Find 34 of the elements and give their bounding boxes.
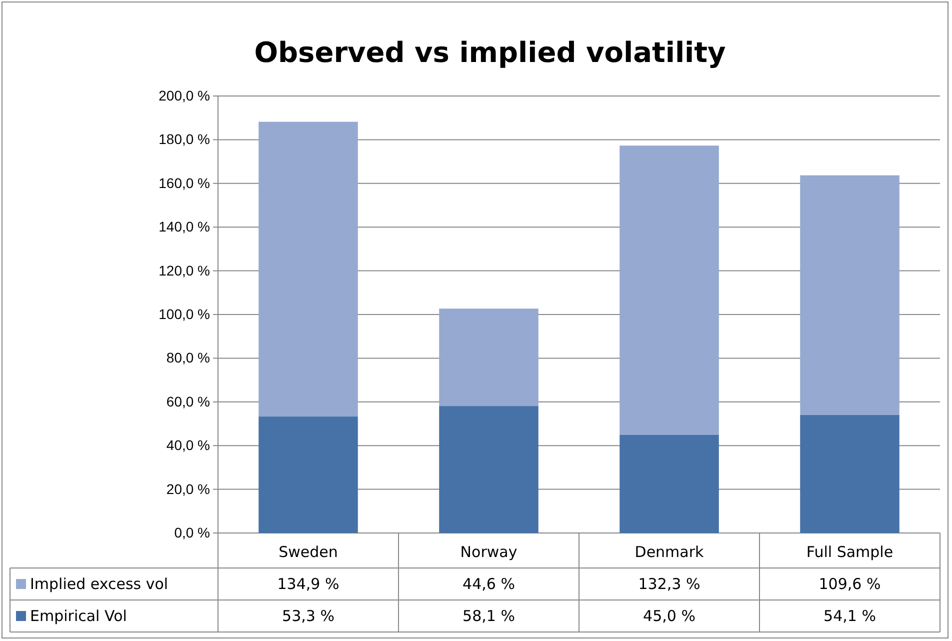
bar (258, 122, 358, 417)
legend-label: Implied excess vol (30, 575, 168, 593)
x-tick-label: Full Sample (806, 543, 894, 561)
y-tick-label: 0,0 % (174, 524, 210, 540)
data-label: 54,1 % (824, 607, 876, 625)
bar (439, 308, 538, 406)
y-tick-label: 60,0 % (166, 393, 210, 410)
bar (258, 416, 358, 533)
y-tick-label: 200,0 % (158, 87, 210, 104)
bar (800, 414, 900, 533)
y-tick-label: 180,0 % (158, 131, 210, 148)
data-label: 45,0 % (643, 607, 696, 625)
y-tick-label: 20,0 % (166, 480, 210, 497)
y-tick-label: 100,0 % (158, 306, 210, 322)
bar (439, 406, 538, 533)
data-label: 53,3 % (282, 607, 334, 625)
data-label: 58,1 % (462, 607, 515, 625)
x-tick-label: Sweden (278, 543, 338, 561)
y-tick-label: 160,0 % (158, 174, 210, 191)
legend-label: Empirical Vol (30, 607, 127, 625)
chart-title: Observed vs implied volatility (254, 36, 726, 69)
bar (620, 146, 719, 435)
data-label: 134,9 % (277, 575, 340, 593)
data-label: 44,6 % (462, 575, 515, 593)
y-tick-label: 80,0 % (166, 350, 210, 366)
x-tick-label: Denmark (634, 543, 704, 561)
bar (620, 434, 719, 533)
y-tick-label: 120,0 % (158, 262, 210, 278)
data-label: 109,6 % (818, 575, 881, 593)
y-tick-label: 140,0 % (158, 218, 210, 235)
y-tick-label: 40,0 % (166, 437, 210, 454)
x-tick-label: Norway (460, 543, 518, 561)
data-label: 132,3 % (638, 575, 700, 593)
bar (800, 175, 900, 415)
